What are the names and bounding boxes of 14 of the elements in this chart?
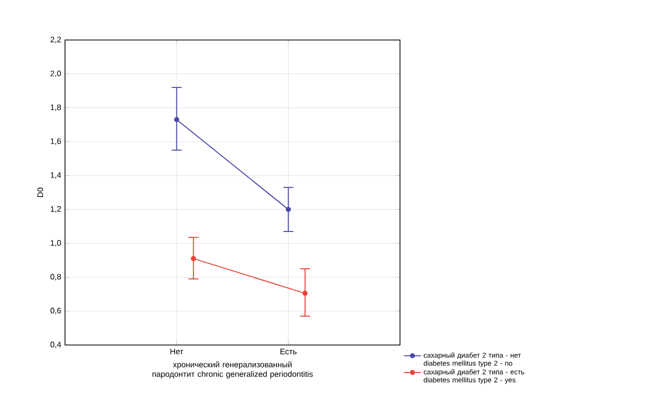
y-tick-label: 1,8: [50, 104, 61, 112]
y-tick-label: 2,2: [50, 36, 61, 44]
y-tick-label: 1,0: [50, 240, 61, 247]
y-tick-label: 1,2: [50, 206, 61, 213]
y-tick-label: 1,4: [50, 172, 62, 179]
x-tick-label: Есть: [280, 348, 297, 354]
y-tick-label: 0,4: [50, 342, 62, 348]
y-axis-title: D0: [37, 188, 44, 197]
y-tick-label: 0,6: [50, 308, 61, 314]
x-axis-title: хронический генерализованный пародонтит chronic generalized periodontitis: [152, 361, 313, 378]
y-tick-label: 1,6: [50, 138, 61, 145]
y-tick-label: 2,0: [50, 70, 61, 78]
y-tick-label: 0,8: [50, 274, 61, 281]
x-tick-label: Нет: [170, 348, 184, 354]
